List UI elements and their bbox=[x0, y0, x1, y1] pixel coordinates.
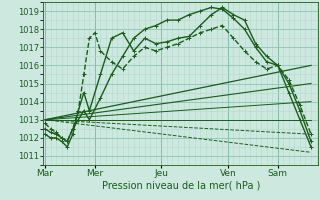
X-axis label: Pression niveau de la mer( hPa ): Pression niveau de la mer( hPa ) bbox=[102, 181, 260, 191]
